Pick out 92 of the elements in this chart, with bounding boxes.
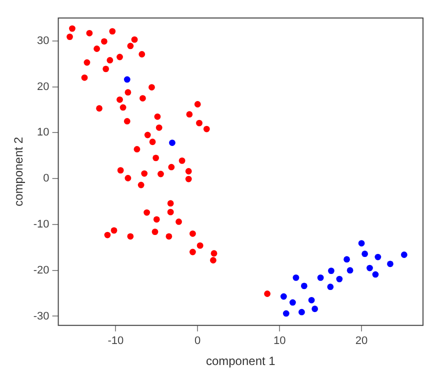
point <box>280 293 287 300</box>
y-tick-label: 10 <box>37 126 50 139</box>
point <box>312 306 318 312</box>
point <box>124 76 130 83</box>
point <box>116 96 123 103</box>
point <box>300 282 308 290</box>
point <box>178 157 186 164</box>
point <box>210 250 218 257</box>
point <box>362 250 368 258</box>
point <box>144 132 151 138</box>
point <box>100 38 108 45</box>
point <box>387 260 394 268</box>
point <box>289 299 296 306</box>
x-tick-label: 20 <box>355 335 368 348</box>
point <box>282 310 290 317</box>
point <box>203 126 210 132</box>
x-tick-label: 0 <box>194 335 201 348</box>
point <box>66 34 73 40</box>
point <box>138 51 146 58</box>
y-axis-title: component 2 <box>12 136 26 206</box>
point <box>152 154 160 162</box>
point <box>176 218 182 225</box>
point <box>336 276 343 282</box>
point <box>327 284 334 290</box>
point <box>292 274 300 281</box>
point <box>196 120 202 126</box>
y-tick-label: 0 <box>43 172 50 185</box>
point <box>154 113 161 120</box>
point <box>84 59 90 66</box>
point <box>298 308 305 316</box>
point <box>210 257 216 264</box>
point <box>156 124 162 131</box>
y-tick-label: -20 <box>33 264 50 276</box>
point <box>167 200 174 207</box>
point <box>264 290 270 297</box>
point <box>127 233 134 240</box>
point <box>109 28 116 35</box>
point <box>86 30 93 36</box>
point <box>346 267 354 274</box>
point <box>194 101 201 108</box>
point <box>169 140 176 146</box>
point <box>185 176 192 182</box>
point <box>116 54 123 60</box>
point <box>308 296 315 304</box>
point <box>134 146 140 152</box>
point <box>168 164 175 170</box>
point <box>186 111 193 118</box>
point <box>196 242 204 249</box>
point <box>190 230 196 237</box>
point <box>152 228 158 236</box>
point <box>104 232 111 238</box>
point <box>158 170 164 178</box>
point <box>358 240 365 246</box>
point <box>153 216 160 223</box>
y-tick-label: -30 <box>33 310 50 322</box>
point <box>372 271 379 278</box>
point <box>81 74 88 81</box>
point <box>374 254 382 260</box>
point <box>110 227 118 234</box>
point <box>149 138 156 146</box>
point <box>127 42 134 50</box>
point <box>120 104 126 111</box>
point <box>117 167 124 174</box>
point <box>94 46 100 52</box>
point <box>141 170 148 177</box>
point <box>124 89 132 96</box>
x-axis-title: component 1 <box>206 354 276 368</box>
point <box>96 105 102 112</box>
point <box>131 36 138 43</box>
x-tick-label: 10 <box>273 335 286 348</box>
point <box>190 248 196 256</box>
y-tick-label: 20 <box>37 80 50 93</box>
y-tick-label: 30 <box>37 34 50 47</box>
point <box>344 256 350 263</box>
point <box>148 84 155 90</box>
point <box>124 174 132 182</box>
point <box>106 57 114 64</box>
point <box>328 268 334 274</box>
point <box>400 252 408 258</box>
y-tick-label: -10 <box>33 218 50 230</box>
point <box>140 95 146 102</box>
point <box>144 209 150 216</box>
point <box>185 168 192 174</box>
point <box>317 274 324 281</box>
point <box>366 264 373 272</box>
point <box>69 25 76 32</box>
point <box>124 118 130 124</box>
x-tick-label: -10 <box>108 335 124 348</box>
point <box>167 208 174 216</box>
point <box>102 66 110 72</box>
point <box>166 233 172 240</box>
point <box>138 182 144 188</box>
